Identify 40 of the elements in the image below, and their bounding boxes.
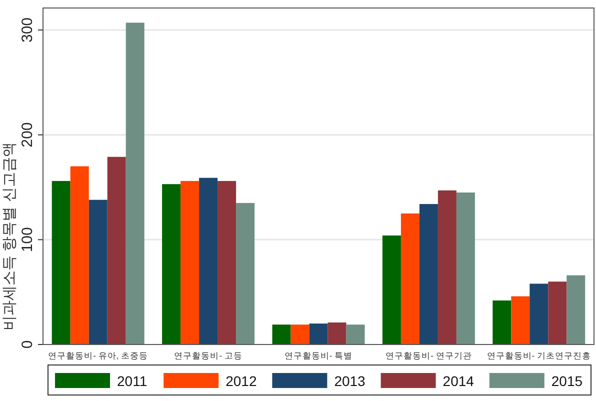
bar	[328, 322, 346, 344]
y-axis-title: 비과세소득 항목별 신고금액	[1, 142, 18, 330]
legend-label: 2011	[117, 373, 148, 389]
x-tick-label: 연구활동비- 연구기관	[386, 350, 472, 360]
bar	[492, 300, 512, 344]
bar	[382, 235, 401, 344]
bar	[52, 180, 70, 344]
legend-label: 2013	[334, 373, 366, 389]
legend-label: 2012	[226, 373, 257, 389]
y-tick-label: 200	[19, 122, 36, 148]
legend-label: 2015	[551, 373, 583, 389]
y-tick-label: 100	[19, 227, 36, 252]
bar	[162, 184, 181, 344]
x-tick-label: 연구활동비- 고등	[174, 350, 242, 360]
bar	[126, 22, 144, 344]
bar	[309, 324, 328, 344]
bar	[180, 180, 200, 344]
x-tick-label: 연구활동비- 유아, 초중등	[48, 350, 148, 360]
bar	[88, 200, 108, 344]
bar	[566, 275, 586, 344]
bar	[400, 213, 420, 344]
bar	[511, 296, 530, 344]
x-tick-label: 연구활동비- 기초연구진흥	[486, 350, 591, 360]
y-tick-label: 0	[19, 340, 36, 349]
bar	[272, 324, 291, 344]
bar	[218, 180, 236, 344]
bar	[290, 324, 310, 344]
bar	[438, 190, 456, 344]
bar	[70, 166, 89, 344]
bar	[548, 282, 567, 344]
legend-label: 2014	[442, 373, 474, 389]
bar	[346, 324, 365, 344]
bar	[107, 156, 126, 344]
bar	[419, 204, 438, 344]
x-tick-label: 연구활동비- 특별	[284, 350, 353, 360]
y-tick-label: 300	[19, 18, 36, 43]
bar	[530, 284, 548, 344]
bar	[199, 178, 218, 344]
bar	[236, 202, 255, 344]
bar	[456, 192, 475, 344]
